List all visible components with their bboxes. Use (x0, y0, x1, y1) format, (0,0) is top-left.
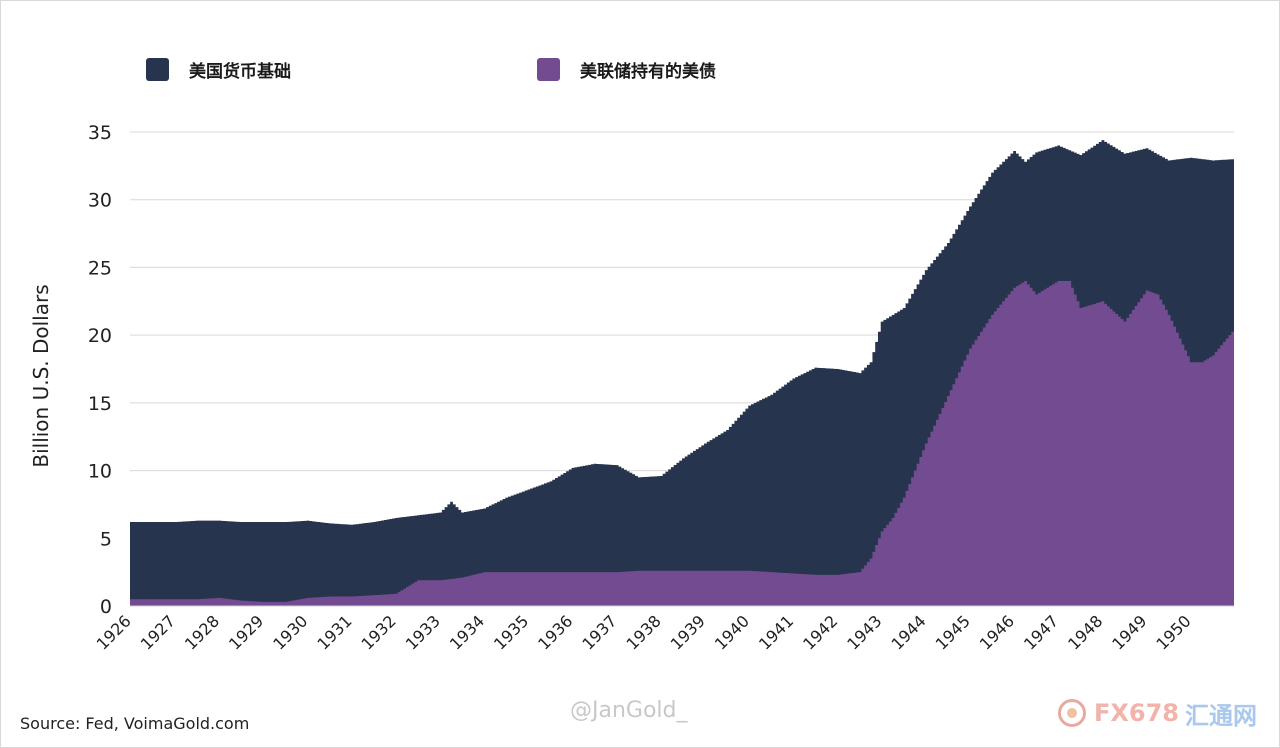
x-tick-label-1940: 1940 (711, 611, 753, 653)
legend-item-monetary-base: 美国货币基础 (146, 56, 291, 82)
y-tick-label-10: 10 (88, 461, 112, 483)
x-tick-label-1937: 1937 (578, 611, 620, 653)
x-tick-label-1933: 1933 (402, 611, 444, 653)
x-tick-label-1944: 1944 (887, 611, 929, 653)
x-tick-label-1946: 1946 (976, 611, 1018, 653)
legend-label-monetary-base: 美国货币基础 (189, 61, 291, 82)
legend-item-fed-treasuries: 美联储持有的美债 (537, 56, 716, 82)
x-tick-label-1929: 1929 (225, 611, 267, 653)
y-tick-label-5: 5 (100, 528, 112, 550)
y-tick-label-0: 0 (100, 596, 112, 618)
x-tick-label-1938: 1938 (623, 611, 665, 653)
y-tick-label-35: 35 (88, 122, 112, 144)
x-tick-label-1950: 1950 (1152, 611, 1194, 653)
x-tick-label-1935: 1935 (490, 611, 532, 653)
area-series-2 (130, 280, 1234, 606)
legend-swatch-monetary-base (146, 57, 169, 81)
x-tick-label-1949: 1949 (1108, 611, 1150, 653)
watermark: @JanGold_ (570, 698, 688, 723)
x-tick-label-1948: 1948 (1064, 611, 1106, 653)
logo-icon (1058, 699, 1086, 727)
x-tick-label-1947: 1947 (1020, 611, 1062, 653)
x-tick-label-1928: 1928 (181, 611, 223, 653)
logo-text-cn: 汇通网 (1185, 701, 1257, 730)
legend-label-fed-treasuries: 美联储持有的美债 (580, 61, 716, 82)
x-tick-label-1931: 1931 (313, 611, 355, 653)
source-note: Source: Fed, VoimaGold.com (20, 714, 250, 733)
y-tick-label-20: 20 (88, 325, 112, 347)
x-tick-label-1934: 1934 (446, 611, 488, 653)
y-axis-label: Billion U.S. Dollars (29, 284, 53, 467)
y-tick-label-25: 25 (88, 257, 112, 279)
x-tick-label-1936: 1936 (534, 611, 576, 653)
x-tick-label-1939: 1939 (667, 611, 709, 653)
x-tick-label-1930: 1930 (269, 611, 311, 653)
x-tick-label-1932: 1932 (358, 611, 400, 653)
x-tick-label-1945: 1945 (932, 611, 974, 653)
x-tick-label-1927: 1927 (137, 611, 179, 653)
y-tick-label-15: 15 (88, 393, 112, 415)
x-tick-label-1941: 1941 (755, 611, 797, 653)
x-tick-label-1943: 1943 (843, 611, 885, 653)
fx678-logo: FX678 汇通网 (1058, 696, 1257, 730)
logo-text: FX678 (1094, 699, 1179, 727)
x-tick-label-1942: 1942 (799, 611, 841, 653)
y-tick-label-30: 30 (88, 190, 112, 212)
legend-swatch-fed-treasuries (537, 57, 560, 81)
